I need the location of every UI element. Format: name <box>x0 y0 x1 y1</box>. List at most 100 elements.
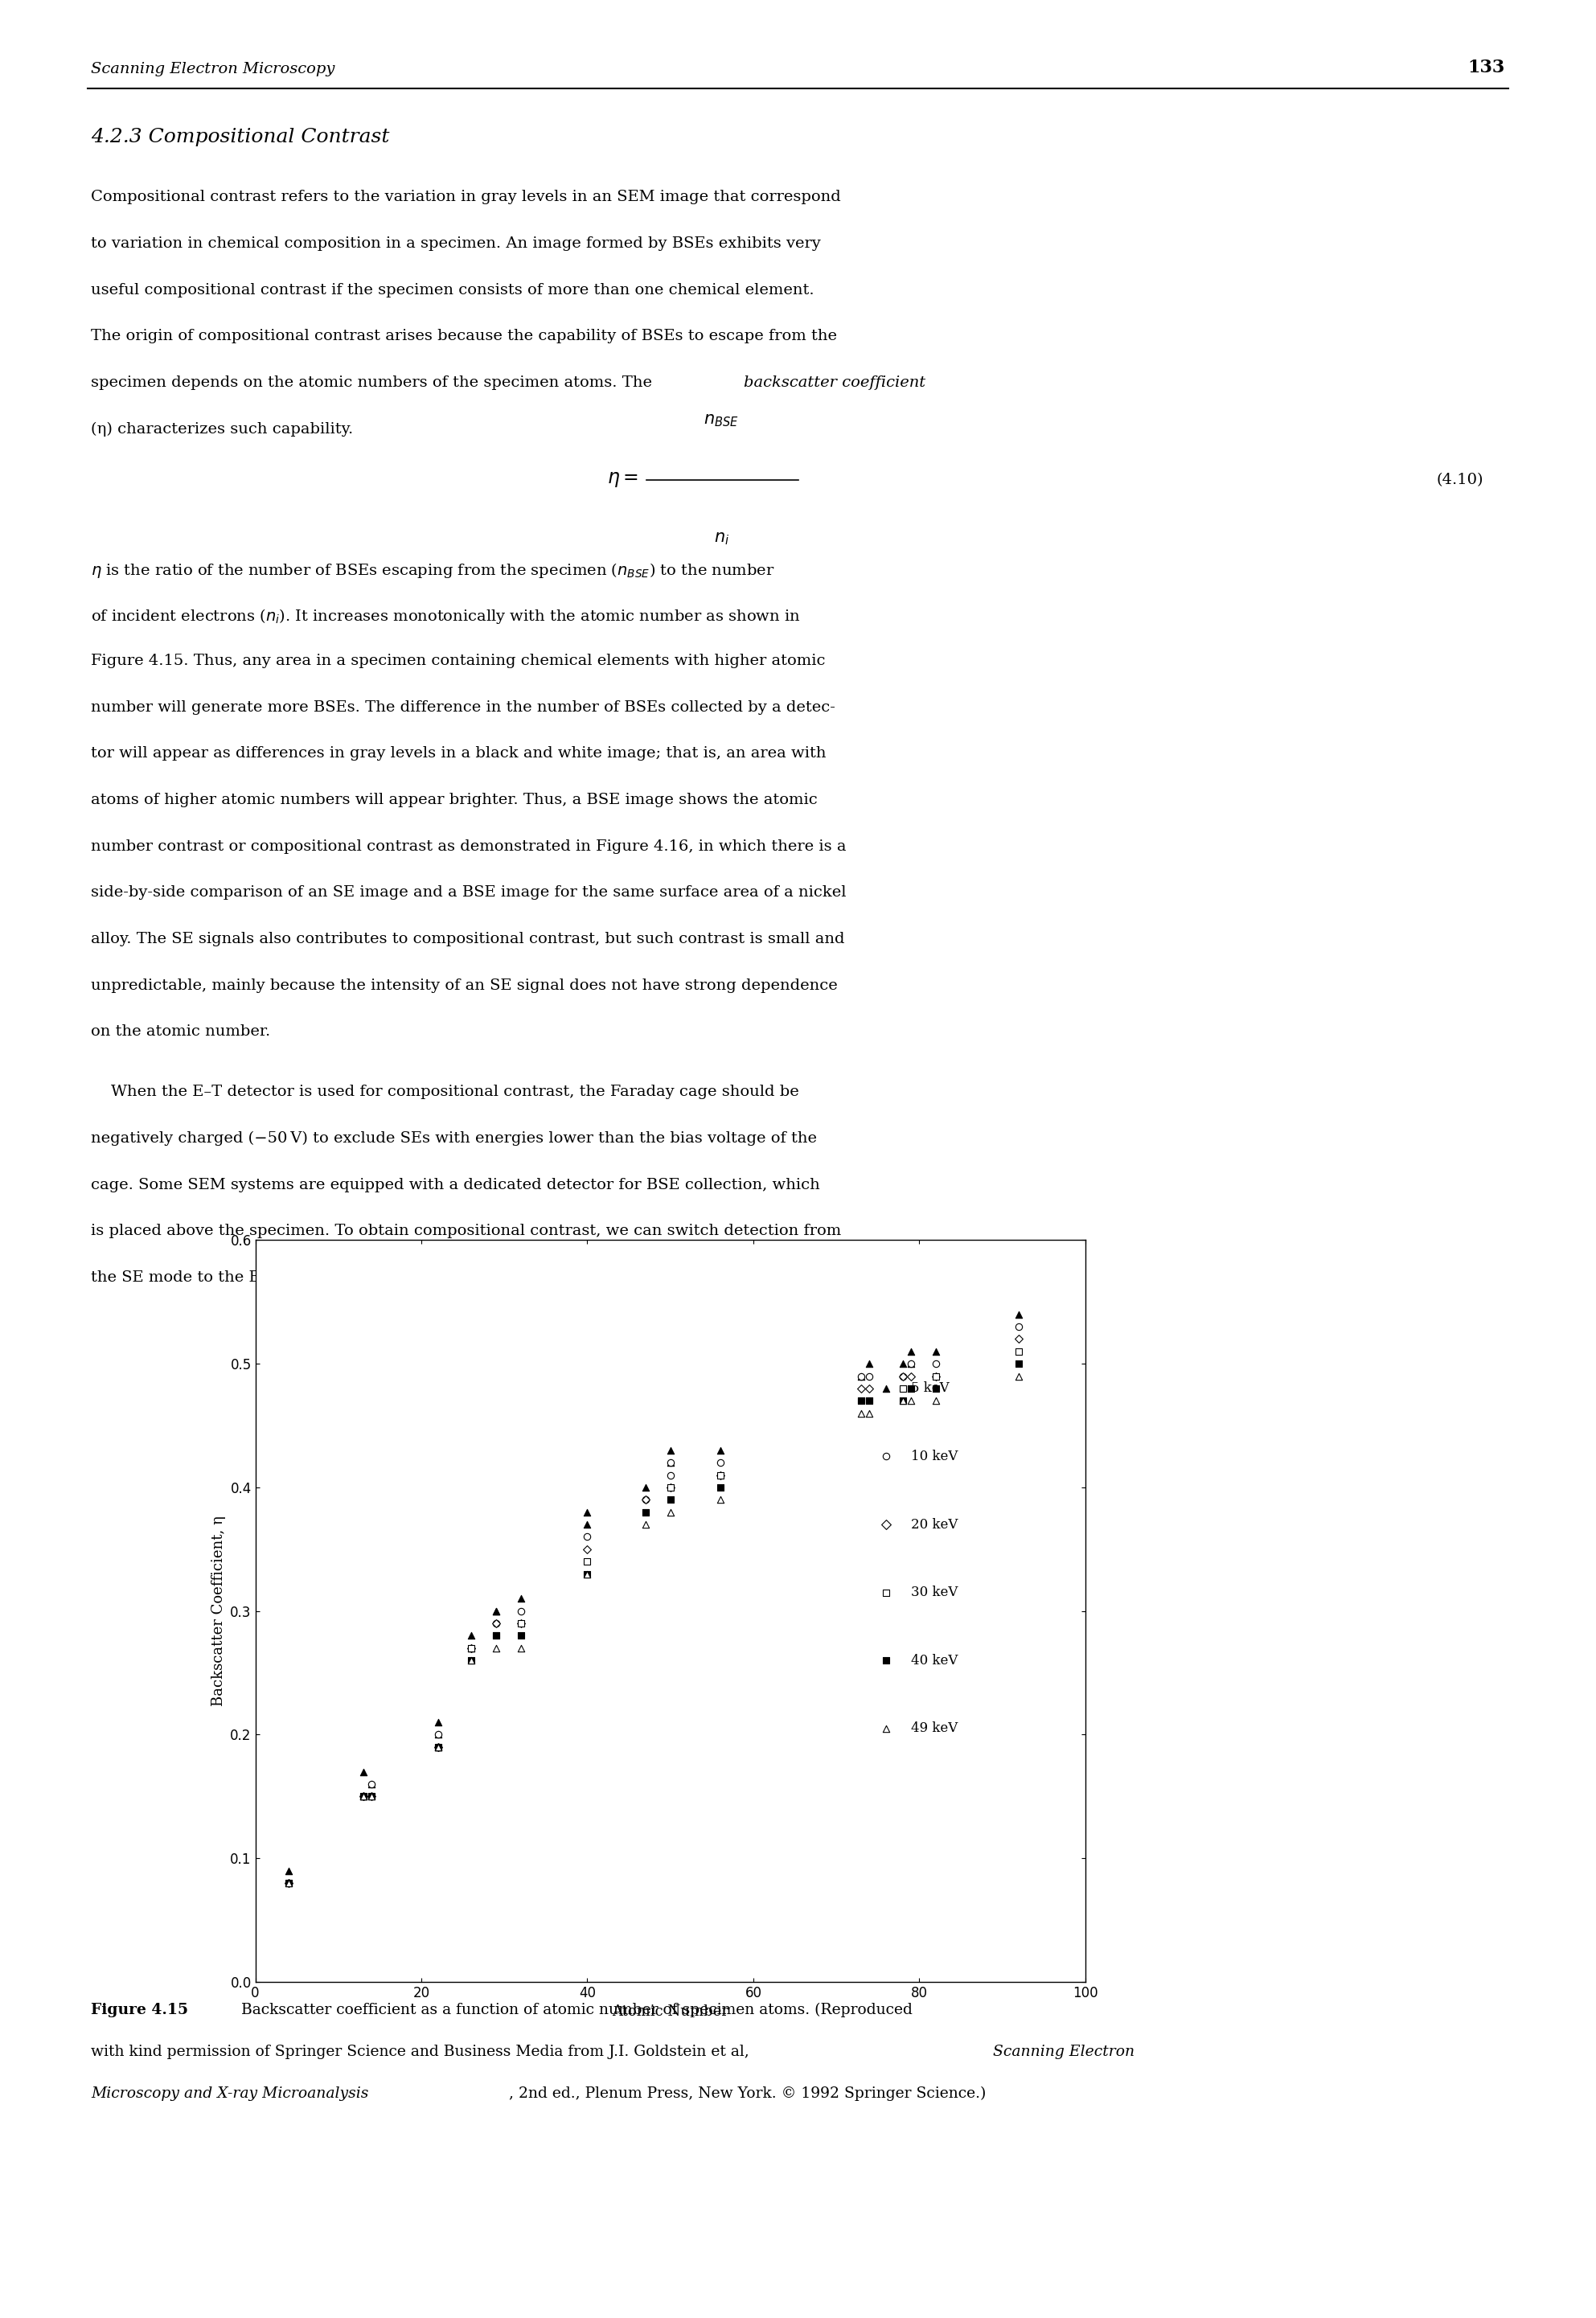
Point <box>458 1630 484 1667</box>
Point <box>425 1729 450 1766</box>
Point <box>632 1481 658 1518</box>
Point <box>707 1456 733 1493</box>
Point <box>658 1444 683 1481</box>
Point <box>1005 1296 1031 1333</box>
X-axis label: Atomic Number: Atomic Number <box>613 2005 728 2019</box>
Point <box>632 1493 658 1530</box>
Point <box>707 1433 733 1470</box>
Point <box>658 1481 683 1518</box>
Text: atoms of higher atomic numbers will appear brighter. Thus, a BSE image shows the: atoms of higher atomic numbers will appe… <box>91 793 817 807</box>
Text: $n_{BSE}$: $n_{BSE}$ <box>704 413 739 429</box>
Point <box>351 1778 377 1815</box>
Point <box>458 1618 484 1655</box>
Text: alloy. The SE signals also contributes to compositional contrast, but such contr: alloy. The SE signals also contributes t… <box>91 932 844 946</box>
Point <box>484 1618 509 1655</box>
Point <box>359 1766 385 1803</box>
Text: 20 keV: 20 keV <box>911 1518 958 1532</box>
Point <box>508 1581 533 1618</box>
Point <box>359 1778 385 1815</box>
Text: 30 keV: 30 keV <box>911 1586 958 1599</box>
Point <box>891 1382 916 1419</box>
Point <box>632 1493 658 1530</box>
Text: to variation in chemical composition in a specimen. An image formed by BSEs exhi: to variation in chemical composition in … <box>91 236 820 250</box>
Point <box>658 1444 683 1481</box>
Point <box>658 1433 683 1470</box>
Point <box>508 1618 533 1655</box>
Text: Scanning Electron: Scanning Electron <box>993 2044 1135 2058</box>
Point <box>1005 1307 1031 1344</box>
Point <box>359 1778 385 1815</box>
Text: , 2nd ed., Plenum Press, New York. © 1992 Springer Science.): , 2nd ed., Plenum Press, New York. © 199… <box>509 2086 986 2100</box>
Point <box>508 1604 533 1641</box>
Text: Figure 4.15. Thus, any area in a specimen containing chemical elements with high: Figure 4.15. Thus, any area in a specime… <box>91 654 825 668</box>
Point <box>707 1470 733 1507</box>
Text: Microscopy and X-ray Microanalysis: Microscopy and X-ray Microanalysis <box>91 2086 369 2100</box>
Text: Figure 4.15: Figure 4.15 <box>91 2003 188 2017</box>
Point <box>276 1864 302 1901</box>
Point <box>359 1778 385 1815</box>
Point <box>899 1382 924 1419</box>
Text: Compositional contrast refers to the variation in gray levels in an SEM image th: Compositional contrast refers to the var… <box>91 190 841 204</box>
Point <box>575 1507 600 1544</box>
Text: When the E–T detector is used for compositional contrast, the Faraday cage shoul: When the E–T detector is used for compos… <box>91 1085 800 1099</box>
Text: 133: 133 <box>1468 58 1505 76</box>
Point <box>658 1493 683 1530</box>
Text: the SE mode to the BSE mode by simply pushing a button on the SEM control panel.: the SE mode to the BSE mode by simply pu… <box>91 1270 766 1284</box>
Point <box>873 1370 899 1407</box>
Point <box>351 1778 377 1815</box>
Text: 10 keV: 10 keV <box>911 1449 958 1463</box>
Text: number contrast or compositional contrast as demonstrated in Figure 4.16, in whi: number contrast or compositional contras… <box>91 839 846 853</box>
Point <box>425 1729 450 1766</box>
Point <box>458 1630 484 1667</box>
Text: of incident electrons ($n_i$). It increases monotonically with the atomic number: of incident electrons ($n_i$). It increa… <box>91 607 801 626</box>
Point <box>873 1507 899 1544</box>
Text: side-by-side comparison of an SE image and a BSE image for the same surface area: side-by-side comparison of an SE image a… <box>91 885 846 899</box>
Point <box>849 1358 875 1395</box>
Point <box>575 1493 600 1530</box>
Point <box>458 1630 484 1667</box>
Point <box>458 1641 484 1678</box>
Point <box>899 1333 924 1370</box>
Point <box>899 1370 924 1407</box>
Point <box>425 1704 450 1741</box>
Point <box>658 1456 683 1493</box>
Point <box>899 1344 924 1382</box>
Point <box>425 1715 450 1752</box>
Point <box>899 1344 924 1382</box>
Point <box>658 1470 683 1507</box>
Point <box>484 1604 509 1641</box>
Point <box>891 1382 916 1419</box>
Point <box>707 1444 733 1481</box>
Point <box>849 1395 875 1433</box>
Point <box>484 1592 509 1630</box>
Point <box>351 1752 377 1789</box>
Point <box>922 1382 948 1419</box>
Point <box>359 1778 385 1815</box>
Text: $\eta = $: $\eta = $ <box>606 471 638 489</box>
Point <box>359 1766 385 1803</box>
Point <box>873 1437 899 1474</box>
Point <box>849 1382 875 1419</box>
Text: The origin of compositional contrast arises because the capability of BSEs to es: The origin of compositional contrast ari… <box>91 329 838 343</box>
Text: with kind permission of Springer Science and Business Media from J.I. Goldstein : with kind permission of Springer Science… <box>91 2044 753 2058</box>
Point <box>425 1729 450 1766</box>
Point <box>425 1729 450 1766</box>
Point <box>484 1630 509 1667</box>
Point <box>351 1778 377 1815</box>
Point <box>351 1778 377 1815</box>
Point <box>857 1382 883 1419</box>
Point <box>351 1778 377 1815</box>
Text: unpredictable, mainly because the intensity of an SE signal does not have strong: unpredictable, mainly because the intens… <box>91 978 838 992</box>
Point <box>575 1555 600 1592</box>
Point <box>484 1618 509 1655</box>
Text: tor will appear as differences in gray levels in a black and white image; that i: tor will appear as differences in gray l… <box>91 746 827 760</box>
Text: cage. Some SEM systems are equipped with a dedicated detector for BSE collection: cage. Some SEM systems are equipped with… <box>91 1178 820 1191</box>
Text: (η) characterizes such capability.: (η) characterizes such capability. <box>91 422 353 436</box>
Point <box>922 1344 948 1382</box>
Point <box>508 1604 533 1641</box>
Point <box>873 1641 899 1678</box>
Text: 49 keV: 49 keV <box>911 1722 958 1736</box>
Point <box>276 1864 302 1901</box>
Point <box>849 1382 875 1419</box>
Text: 4.2.3 Compositional Contrast: 4.2.3 Compositional Contrast <box>91 127 389 146</box>
